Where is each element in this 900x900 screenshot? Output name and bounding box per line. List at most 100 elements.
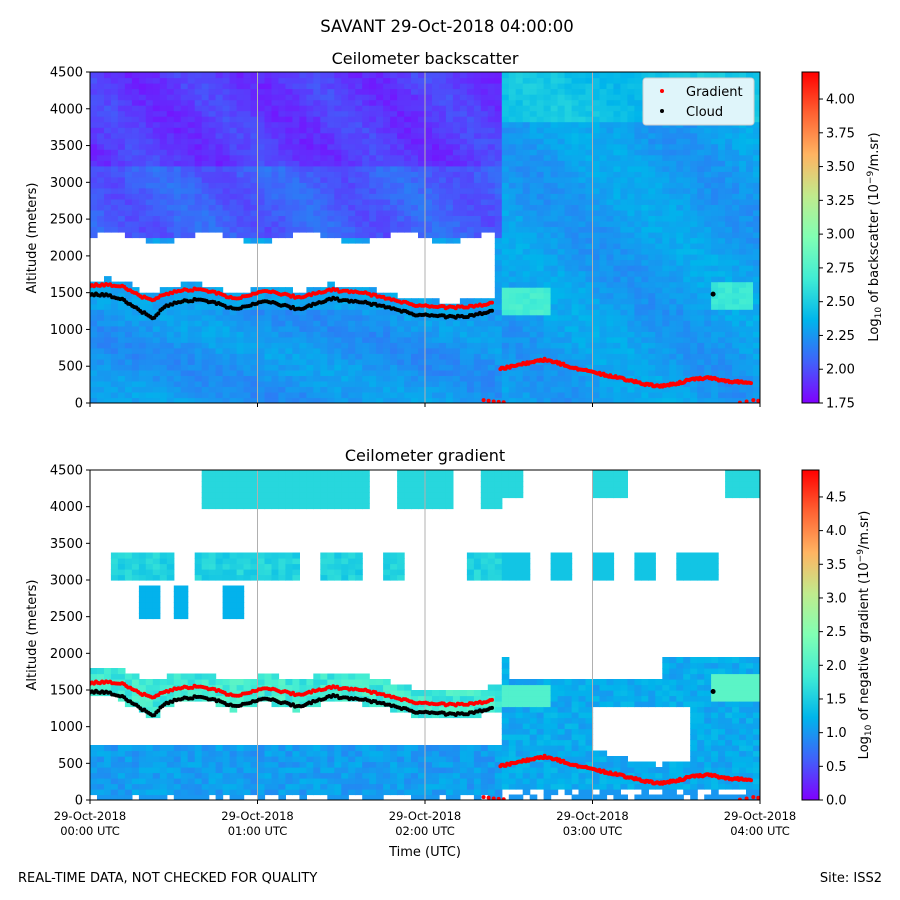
backscatter-cell [494, 94, 503, 101]
backscatter-cell [131, 353, 140, 360]
backscatter-cell [292, 331, 300, 338]
backscatter-cell [606, 116, 615, 123]
backscatter-cell [725, 127, 733, 134]
backscatter-cell [222, 94, 231, 101]
backscatter-cell [166, 237, 175, 244]
backscatter-cell [145, 204, 154, 211]
backscatter-cell [250, 369, 259, 376]
backscatter-cell [480, 88, 489, 95]
backscatter-cell [690, 259, 698, 266]
backscatter-cell [243, 314, 252, 321]
backscatter-cell [697, 392, 705, 399]
backscatter-cell [117, 171, 126, 178]
backscatter-cell [592, 116, 601, 123]
backscatter-cell [592, 353, 601, 360]
backscatter-cell [522, 364, 531, 371]
backscatter-cell [306, 397, 314, 403]
backscatter-cell [166, 386, 175, 393]
backscatter-cell [418, 138, 426, 145]
backscatter-cell [655, 243, 663, 250]
backscatter-cell [564, 287, 573, 294]
backscatter-cell [418, 182, 426, 189]
backscatter-cell [432, 309, 440, 316]
backscatter-cell [124, 99, 133, 106]
backscatter-cell [264, 94, 273, 101]
backscatter-cell [711, 331, 719, 338]
backscatter-cell [264, 364, 273, 371]
backscatter-cell [466, 94, 475, 101]
backscatter-cell [404, 392, 412, 399]
backscatter-cell [543, 397, 552, 403]
backscatter-cell [606, 237, 615, 244]
backscatter-cell [515, 303, 524, 310]
backscatter-cell [452, 116, 461, 123]
backscatter-cell [376, 198, 384, 205]
backscatter-cell [683, 320, 691, 327]
backscatter-cell [215, 220, 224, 227]
backscatter-cell [306, 209, 314, 216]
backscatter-cell [718, 248, 726, 255]
backscatter-cell [676, 182, 684, 189]
backscatter-cell [585, 353, 594, 360]
backscatter-cell [327, 143, 335, 150]
backscatter-cell [648, 243, 656, 250]
backscatter-cell [173, 292, 182, 299]
backscatter-cell [194, 187, 203, 194]
backscatter-cell [397, 220, 405, 227]
backscatter-cell [648, 331, 656, 338]
backscatter-cell [110, 347, 119, 354]
backscatter-cell [348, 380, 356, 387]
backscatter-cell [725, 298, 733, 305]
backscatter-cell [578, 397, 587, 403]
backscatter-cell [578, 143, 587, 150]
backscatter-cell [557, 154, 566, 161]
backscatter-cell [585, 176, 594, 183]
backscatter-cell [543, 171, 552, 178]
backscatter-cell [215, 110, 224, 117]
backscatter-cell [439, 336, 447, 343]
backscatter-cell [152, 353, 161, 360]
backscatter-cell [90, 347, 98, 354]
backscatter-cell [292, 314, 300, 321]
backscatter-cell [529, 259, 538, 266]
backscatter-cell [634, 215, 642, 222]
backscatter-cell [327, 110, 335, 117]
backscatter-cell [208, 77, 217, 84]
backscatter-cell [585, 83, 594, 90]
backscatter-cell [452, 165, 461, 172]
backscatter-cell [334, 342, 342, 349]
backscatter-cell [725, 281, 733, 288]
backscatter-cell [257, 215, 266, 222]
backscatter-cell [676, 358, 684, 365]
backscatter-cell [725, 72, 733, 79]
backscatter-cell [662, 226, 670, 233]
backscatter-cell [376, 298, 384, 305]
backscatter-cell [383, 105, 391, 112]
backscatter-cell [564, 358, 573, 365]
backscatter-cell [208, 392, 217, 399]
backscatter-cell [271, 94, 280, 101]
backscatter-cell [508, 336, 517, 343]
backscatter-cell [145, 353, 154, 360]
backscatter-cell [634, 254, 642, 261]
backscatter-cell [362, 392, 370, 399]
backscatter-cell [418, 336, 426, 343]
backscatter-cell [606, 105, 615, 112]
backscatter-cell [522, 248, 531, 255]
backscatter-cell [383, 380, 391, 387]
backscatter-cell [418, 232, 426, 239]
backscatter-cell [620, 83, 628, 90]
backscatter-cell [564, 220, 573, 227]
backscatter-cell [599, 160, 608, 167]
backscatter-cell [418, 342, 426, 349]
backscatter-cell [236, 160, 245, 167]
backscatter-cell [376, 309, 384, 316]
backscatter-cell [166, 347, 175, 354]
backscatter-cell [725, 237, 733, 244]
backscatter-cell [669, 209, 677, 216]
backscatter-cell [452, 149, 461, 156]
backscatter-cell [662, 232, 670, 239]
backscatter-cell [425, 77, 433, 84]
backscatter-cell [152, 237, 161, 244]
backscatter-cell [452, 176, 461, 183]
